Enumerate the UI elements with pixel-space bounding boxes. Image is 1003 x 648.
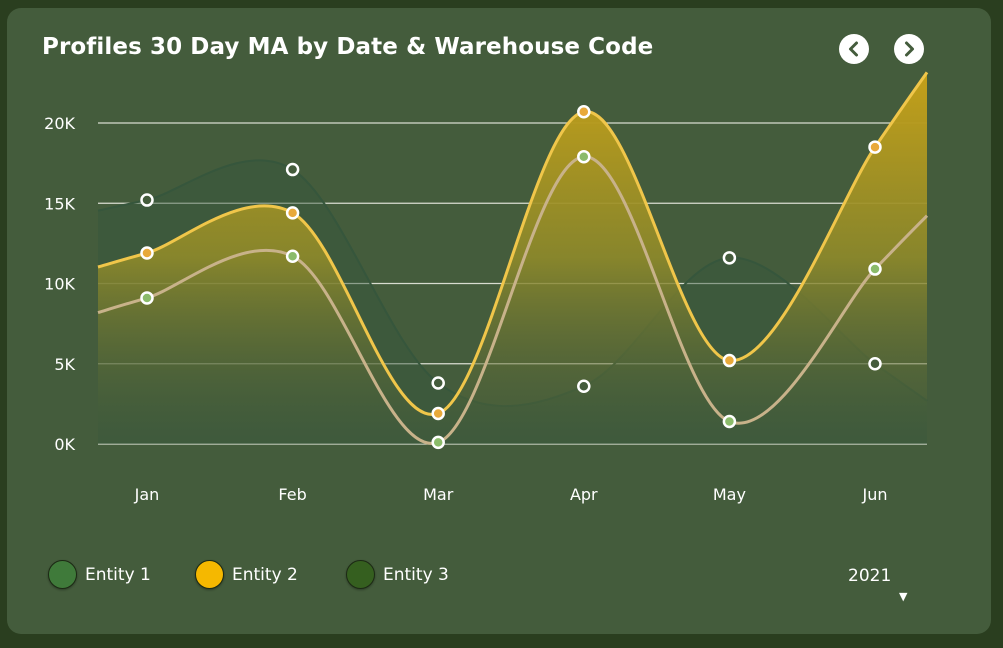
data-point-entity-2[interactable]: [285, 206, 300, 220]
x-tick-label: Feb: [278, 485, 306, 504]
data-point-entity-1[interactable]: [285, 162, 300, 177]
data-point-entity-1[interactable]: [722, 251, 737, 265]
legend-swatch: [48, 560, 77, 589]
x-tick-label: Jun: [862, 485, 888, 504]
chevron-left-icon: [849, 41, 858, 57]
data-point-entity-3[interactable]: [140, 291, 154, 305]
legend-item-entity-2[interactable]: Entity 2: [195, 560, 305, 592]
legend-swatch: [346, 560, 375, 589]
series-line-entity-2: [97, 71, 929, 416]
x-tick-label: Mar: [423, 485, 454, 504]
data-point-entity-3[interactable]: [431, 435, 445, 450]
legend-label: Entity 2: [232, 565, 298, 585]
data-point-entity-3[interactable]: [577, 149, 591, 164]
chart-title: Profiles 30 Day MA by Date & Warehouse C…: [42, 34, 654, 60]
y-tick-label: 0K: [54, 435, 75, 454]
y-tick-label: 20K: [44, 114, 75, 133]
legend-label: Entity 3: [383, 565, 449, 585]
data-point-entity-2[interactable]: [868, 140, 882, 154]
data-point-entity-3[interactable]: [722, 414, 737, 429]
area-chart: 0K 5K 10K 15K 20K Jan Feb Mar Apr May Jun: [44, 71, 929, 504]
data-point-entity-3[interactable]: [285, 249, 300, 263]
data-point-entity-2[interactable]: [722, 353, 737, 368]
data-point-entity-1[interactable]: [140, 193, 154, 207]
legend-item-entity-3[interactable]: Entity 3: [346, 560, 456, 592]
legend-item-entity-1[interactable]: Entity 1: [48, 560, 158, 592]
data-point-entity-2[interactable]: [431, 406, 445, 421]
previous-button[interactable]: [839, 34, 869, 64]
data-point-entity-3[interactable]: [868, 262, 882, 276]
data-point-entity-1[interactable]: [431, 376, 445, 390]
data-point-entity-2[interactable]: [577, 105, 591, 119]
chart-card: Profiles 30 Day MA by Date & Warehouse C…: [7, 8, 991, 634]
x-tick-label: May: [713, 485, 746, 504]
x-tick-label: Apr: [570, 485, 598, 504]
data-point-entity-1[interactable]: [577, 379, 591, 393]
year-select[interactable]: 2021 ▼: [837, 564, 907, 608]
chevron-right-icon: [905, 41, 914, 57]
legend-label: Entity 1: [85, 565, 151, 585]
year-value: 2021: [848, 566, 892, 586]
legend-swatch: [195, 560, 224, 589]
x-tick-label: Jan: [134, 485, 160, 504]
series-line-entity-3: [97, 155, 929, 445]
data-point-entity-2[interactable]: [140, 246, 154, 260]
y-tick-label: 15K: [44, 194, 75, 213]
next-button[interactable]: [894, 34, 924, 64]
y-tick-label: 10K: [44, 275, 75, 294]
caret-down-icon: ▼: [899, 590, 908, 603]
y-tick-label: 5K: [54, 355, 75, 374]
data-point-entity-1[interactable]: [868, 357, 882, 371]
